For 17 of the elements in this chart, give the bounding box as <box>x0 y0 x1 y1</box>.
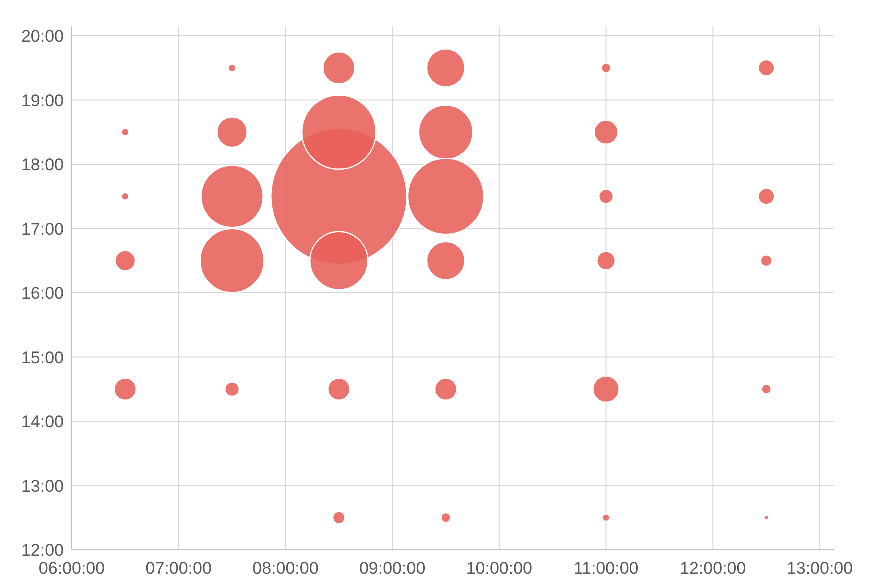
x-tick-label: 11:00:00 <box>574 559 639 578</box>
x-tick-label: 13:00:00 <box>786 559 854 578</box>
y-tick-label: 12:00 <box>21 541 64 560</box>
x-tick-label: 09:00:00 <box>359 559 426 578</box>
y-tick-label: 15:00 <box>21 348 64 368</box>
y-tick-label: 16:00 <box>21 284 64 303</box>
y-tick-label: 14:00 <box>21 412 64 432</box>
y-tick-label: 13:00 <box>21 476 64 496</box>
y-tick-label: 17:00 <box>21 220 64 239</box>
x-tick-label: 07:00:00 <box>146 559 212 578</box>
y-tick-label: 18:00 <box>21 156 64 174</box>
x-tick-label: 08:00:00 <box>252 559 319 578</box>
y-tick-label: 20:00 <box>21 27 64 46</box>
x-tick-label: 10:00:00 <box>466 559 533 578</box>
x-tick-label: 06:00:00 <box>38 559 106 578</box>
x-tick-label: 12:00:00 <box>680 559 746 578</box>
y-tick-label: 19:00 <box>21 91 64 110</box>
